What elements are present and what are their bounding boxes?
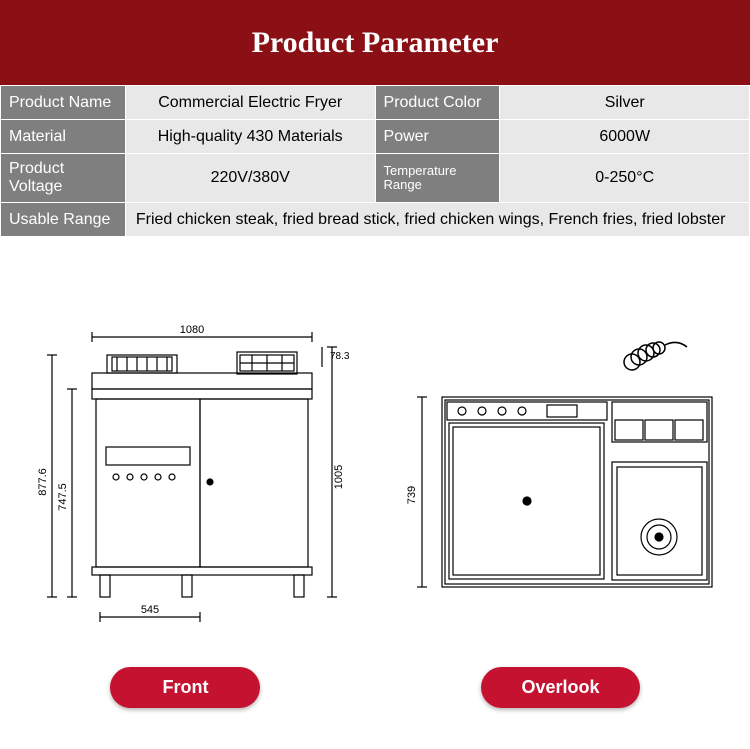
front-diagram-svg: 1080 78.3	[22, 317, 362, 637]
diagram-overlook-col: 739	[382, 317, 732, 637]
table-row: Usable Range Fried chicken steak, fried …	[1, 203, 750, 237]
table-row: Product Name Commercial Electric Fryer P…	[1, 86, 750, 120]
dim-545: 545	[141, 604, 159, 616]
dim-877: 877.6	[37, 468, 49, 496]
value-product-color: Silver	[500, 86, 750, 120]
value-temp-range: 0-250°C	[500, 154, 750, 203]
label-temp-range: Temperature Range	[375, 154, 500, 203]
value-power: 6000W	[500, 120, 750, 154]
label-product-color: Product Color	[375, 86, 500, 120]
header-banner: Product Parameter	[0, 0, 750, 85]
value-product-name: Commercial Electric Fryer	[125, 86, 375, 120]
dim-747: 747.5	[57, 483, 69, 511]
badge-front: Front	[110, 667, 260, 708]
diagrams-area: 1080 78.3	[0, 237, 750, 657]
label-usable-range: Usable Range	[1, 203, 126, 237]
value-material: High-quality 430 Materials	[125, 120, 375, 154]
dim-1005: 1005	[333, 465, 345, 489]
dim-78: 78.3	[330, 351, 350, 362]
value-usable-range: Fried chicken steak, fried bread stick, …	[125, 203, 749, 237]
diagram-front-col: 1080 78.3	[17, 317, 367, 637]
table-row: Product Voltage 220V/380V Temperature Ra…	[1, 154, 750, 203]
badge-row: Front Overlook	[0, 657, 750, 738]
label-voltage: Product Voltage	[1, 154, 126, 203]
dim-739: 739	[406, 486, 418, 504]
label-material: Material	[1, 120, 126, 154]
badge-overlook: Overlook	[481, 667, 639, 708]
label-product-name: Product Name	[1, 86, 126, 120]
label-power: Power	[375, 120, 500, 154]
header-title: Product Parameter	[252, 26, 499, 60]
dim-1080: 1080	[180, 324, 204, 336]
overlook-diagram-svg: 739	[387, 317, 727, 637]
parameter-table: Product Name Commercial Electric Fryer P…	[0, 85, 750, 237]
value-voltage: 220V/380V	[125, 154, 375, 203]
table-row: Material High-quality 430 Materials Powe…	[1, 120, 750, 154]
